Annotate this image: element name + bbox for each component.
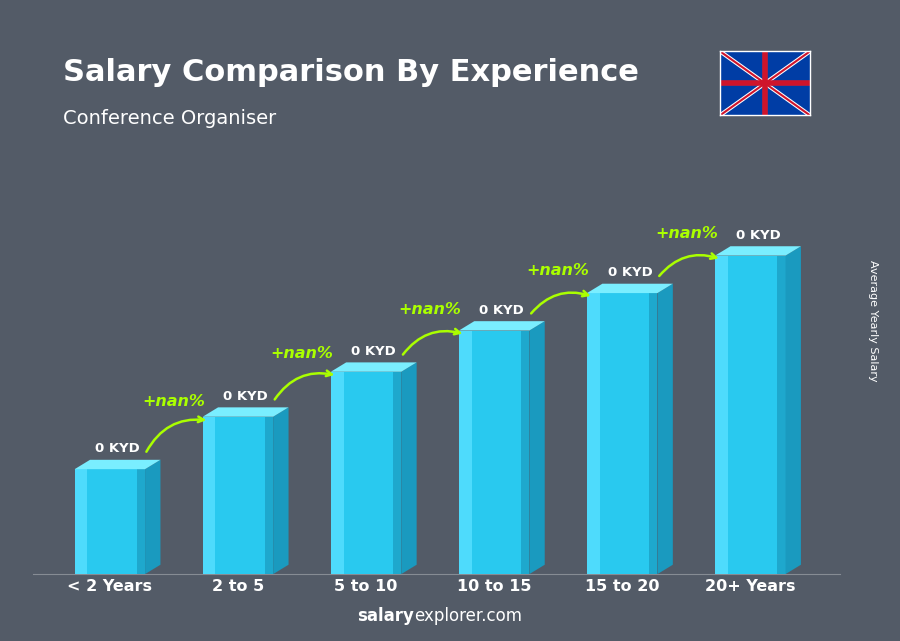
Polygon shape bbox=[75, 460, 160, 469]
Polygon shape bbox=[649, 293, 658, 574]
Polygon shape bbox=[521, 331, 529, 574]
Polygon shape bbox=[716, 246, 801, 256]
Polygon shape bbox=[75, 469, 145, 574]
Polygon shape bbox=[202, 407, 289, 417]
Text: explorer.com: explorer.com bbox=[414, 607, 522, 625]
Polygon shape bbox=[392, 372, 401, 574]
Polygon shape bbox=[459, 321, 544, 331]
Polygon shape bbox=[401, 362, 417, 574]
Polygon shape bbox=[331, 372, 401, 574]
Polygon shape bbox=[529, 321, 544, 574]
Text: +nan%: +nan% bbox=[142, 394, 205, 409]
Text: 0 KYD: 0 KYD bbox=[608, 266, 652, 279]
Polygon shape bbox=[331, 362, 417, 372]
Text: Average Yearly Salary: Average Yearly Salary bbox=[868, 260, 878, 381]
Text: Conference Organiser: Conference Organiser bbox=[63, 109, 276, 128]
Text: +nan%: +nan% bbox=[399, 303, 462, 317]
Polygon shape bbox=[716, 256, 786, 574]
Polygon shape bbox=[202, 417, 215, 574]
Text: 0 KYD: 0 KYD bbox=[95, 442, 140, 455]
Polygon shape bbox=[459, 331, 529, 574]
Text: 0 KYD: 0 KYD bbox=[480, 304, 524, 317]
Polygon shape bbox=[145, 460, 160, 574]
Polygon shape bbox=[658, 284, 673, 574]
Polygon shape bbox=[777, 256, 786, 574]
Polygon shape bbox=[274, 407, 289, 574]
Polygon shape bbox=[331, 372, 344, 574]
Polygon shape bbox=[587, 293, 599, 574]
Polygon shape bbox=[587, 284, 673, 293]
Polygon shape bbox=[587, 293, 658, 574]
Text: Salary Comparison By Experience: Salary Comparison By Experience bbox=[63, 58, 639, 87]
Polygon shape bbox=[265, 417, 274, 574]
Text: 0 KYD: 0 KYD bbox=[735, 229, 780, 242]
Polygon shape bbox=[786, 246, 801, 574]
Text: salary: salary bbox=[357, 607, 414, 625]
Polygon shape bbox=[137, 469, 145, 574]
Polygon shape bbox=[75, 469, 87, 574]
Polygon shape bbox=[459, 331, 472, 574]
Text: +nan%: +nan% bbox=[271, 345, 333, 360]
Text: 0 KYD: 0 KYD bbox=[223, 390, 268, 403]
Polygon shape bbox=[202, 417, 274, 574]
Text: +nan%: +nan% bbox=[655, 226, 717, 240]
Polygon shape bbox=[716, 256, 728, 574]
Text: +nan%: +nan% bbox=[526, 263, 590, 278]
Text: 0 KYD: 0 KYD bbox=[351, 345, 396, 358]
